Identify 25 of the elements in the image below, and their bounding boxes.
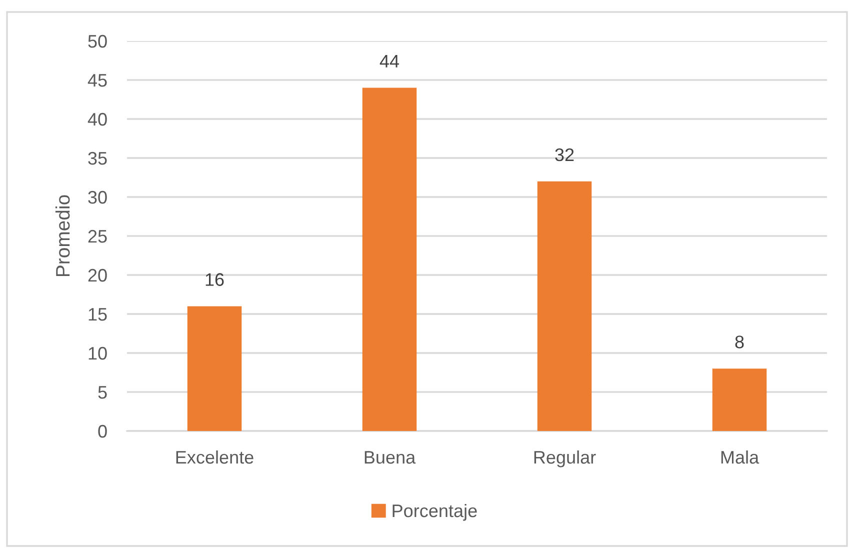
x-tick-label: Buena [364,451,416,464]
y-tick-label: 45 [88,74,107,87]
y-tick-label: 10 [88,346,107,360]
data-label: 32 [555,148,574,162]
y-tick-label: 30 [88,190,107,204]
x-tick-label: Regular [534,450,596,468]
bar [537,181,592,431]
y-tick-label: 20 [88,268,107,282]
legend-label: Porcentaje [392,504,477,521]
data-label: 8 [735,336,744,348]
y-tick-label: 35 [88,152,107,165]
y-axis-title: Promedio [55,195,70,276]
y-tick-label: 25 [88,230,107,243]
x-tick-label: Excelente [176,450,254,464]
y-tick-label: 15 [88,308,107,321]
y-tick-label: 40 [88,112,107,126]
bar [187,306,242,431]
y-tick-label: 5 [98,386,107,399]
data-label: 16 [206,273,224,286]
x-tick-label: Mala [721,450,760,464]
y-tick-label: 0 [98,424,107,438]
data-label: 44 [380,54,400,68]
bar [362,88,417,431]
bar [712,368,767,431]
y-tick-label: 50 [88,34,107,48]
